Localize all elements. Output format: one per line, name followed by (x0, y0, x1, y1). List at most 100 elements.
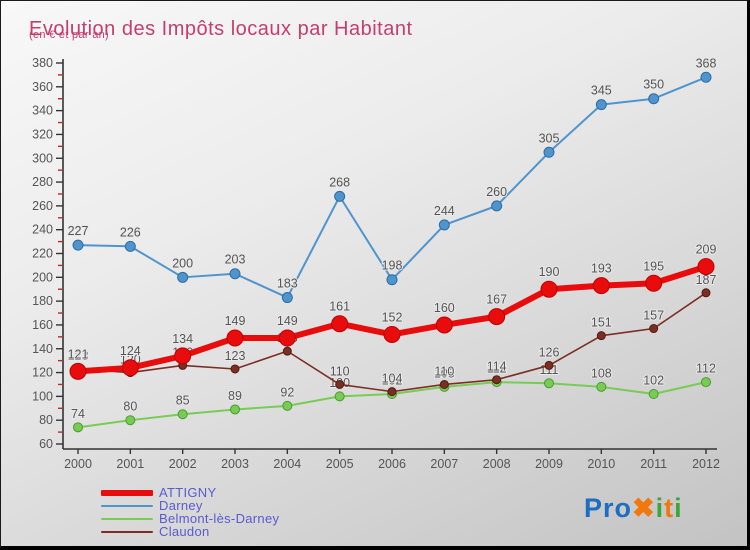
data-label-Darney: 227 (68, 224, 89, 238)
data-label-Claudon: 123 (225, 349, 246, 363)
legend-item-Claudon: Claudon (101, 525, 279, 538)
data-label-ATTIGNY: 149 (277, 314, 298, 328)
data-point-ATTIGNY (383, 325, 401, 343)
data-label-Darney: 226 (120, 225, 141, 239)
data-point-Claudon (335, 379, 345, 389)
data-label-Darney: 203 (225, 253, 246, 267)
data-label-Claudon: 123 (68, 349, 89, 363)
legend-label-ATTIGNY: ATTIGNY (159, 485, 217, 500)
data-point-Darney (491, 200, 503, 212)
y-tick-label: 280 (32, 175, 53, 189)
data-label-Claudon: 126 (539, 345, 560, 359)
data-label-Claudon: 114 (487, 360, 507, 374)
y-tick-label: 340 (32, 104, 53, 118)
data-label-ATTIGNY: 134 (172, 332, 193, 346)
data-label-Belmont-lès-Darney: 74 (71, 407, 85, 421)
data-label-Claudon: 187 (696, 273, 717, 287)
data-label-ATTIGNY: 160 (434, 301, 455, 315)
x-tick-label: 2007 (430, 457, 458, 471)
data-label-Claudon: 151 (591, 316, 612, 330)
data-point-Darney (124, 240, 136, 252)
y-tick-label: 300 (32, 151, 53, 165)
data-point-Belmont-lès-Darney (701, 377, 711, 388)
data-point-Claudon (701, 288, 711, 298)
data-label-Belmont-lès-Darney: 89 (228, 389, 242, 403)
legend-swatch-ATTIGNY (101, 490, 153, 496)
data-point-Claudon (387, 387, 397, 397)
data-label-Darney: 244 (434, 204, 455, 218)
data-label-ATTIGNY: 209 (696, 243, 717, 257)
data-label-Darney: 368 (696, 56, 717, 70)
x-tick-label: 2008 (483, 457, 511, 471)
data-label-ATTIGNY: 121 (68, 347, 89, 361)
y-tick-label: 160 (32, 318, 53, 332)
logo-segment-4: i (674, 493, 683, 523)
data-label-ATTIGNY: 193 (591, 262, 612, 276)
data-label-ATTIGNY: 195 (643, 259, 664, 273)
data-point-ATTIGNY (226, 329, 244, 347)
data-label-Darney: 183 (277, 277, 298, 291)
x-tick-label: 2012 (692, 457, 720, 471)
legend-swatch-Belmont-lès-Darney (101, 518, 153, 520)
legend-label-Belmont-lès-Darney: Belmont-lès-Darney (159, 511, 280, 526)
data-label-Belmont-lès-Darney: 102 (382, 373, 403, 387)
x-tick-label: 2006 (378, 457, 406, 471)
chart-subtitle: (en € et par an) (29, 29, 110, 41)
data-point-Darney (72, 239, 84, 251)
data-label-ATTIGNY: 167 (486, 293, 507, 307)
data-point-Belmont-lès-Darney (177, 409, 188, 420)
data-label-Darney: 260 (486, 185, 507, 199)
data-point-ATTIGNY (540, 280, 558, 298)
data-point-ATTIGNY (645, 274, 663, 292)
data-point-ATTIGNY (174, 347, 192, 365)
y-tick-label: 180 (32, 294, 53, 308)
data-point-Darney (229, 268, 241, 280)
data-point-Belmont-lès-Darney (648, 388, 659, 399)
data-label-ATTIGNY: 152 (382, 310, 403, 324)
data-point-Darney (386, 274, 398, 286)
data-label-Claudon: 104 (382, 372, 403, 386)
data-point-Belmont-lès-Darney (544, 378, 554, 389)
data-label-Darney: 200 (172, 256, 193, 270)
y-tick-label: 320 (32, 127, 53, 141)
data-label-ATTIGNY: 161 (329, 300, 350, 314)
data-point-Claudon (282, 346, 292, 356)
data-label-Belmont-lès-Darney: 108 (591, 366, 612, 380)
x-tick-label: 2009 (535, 457, 563, 471)
data-label-Belmont-lès-Darney: 102 (643, 373, 664, 387)
data-point-Darney (438, 219, 450, 231)
legend-swatch-Darney (101, 505, 153, 507)
y-tick-label: 260 (32, 199, 53, 213)
x-tick-label: 2000 (64, 457, 92, 471)
data-point-Darney (648, 93, 660, 105)
data-label-Claudon: 157 (643, 309, 664, 323)
legend-item-ATTIGNY: ATTIGNY (101, 485, 279, 500)
data-point-ATTIGNY (697, 258, 715, 276)
x-tick-label: 2003 (221, 457, 249, 471)
proxiti-logo[interactable]: Pro✖iti (584, 493, 683, 524)
data-label-Darney: 198 (382, 259, 403, 273)
x-tick-label: 2004 (273, 457, 301, 471)
data-label-Belmont-lès-Darney: 112 (487, 362, 507, 376)
logo-segment-1: ✖ (632, 493, 656, 523)
data-point-Belmont-lès-Darney (596, 381, 607, 392)
data-label-Belmont-lès-Darney: 80 (123, 400, 137, 414)
x-tick-label: 2001 (116, 457, 144, 471)
data-label-Darney: 345 (591, 84, 612, 98)
data-point-ATTIGNY (435, 316, 453, 334)
data-point-Claudon (492, 375, 502, 385)
x-tick-label: 2005 (326, 457, 354, 471)
x-tick-label: 2011 (640, 457, 667, 471)
data-point-Claudon (649, 324, 659, 334)
data-point-Darney (543, 146, 555, 158)
data-label-Belmont-lès-Darney: 108 (434, 366, 455, 380)
data-point-Belmont-lès-Darney (230, 404, 240, 415)
y-tick-label: 100 (32, 389, 53, 403)
data-point-Darney (700, 71, 712, 83)
data-point-Belmont-lès-Darney (334, 391, 345, 402)
data-point-ATTIGNY (488, 308, 506, 326)
data-point-Claudon (230, 364, 240, 374)
y-tick-label: 120 (32, 366, 53, 380)
data-label-ATTIGNY: 124 (120, 344, 141, 358)
